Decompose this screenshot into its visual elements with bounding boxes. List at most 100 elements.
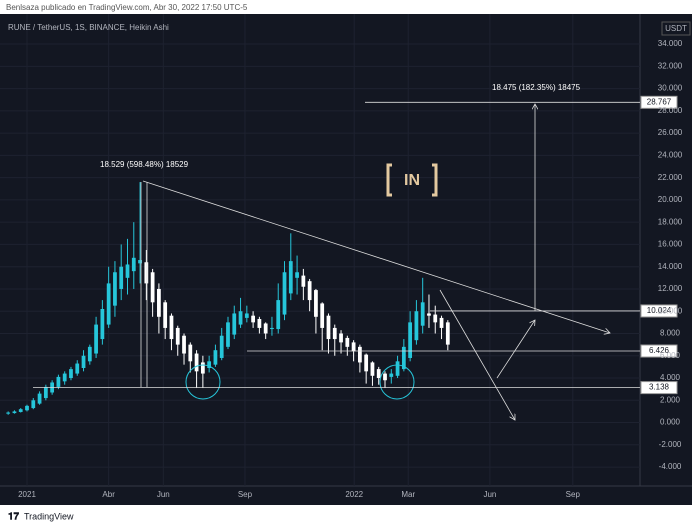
y-tick-label: 32.000: [658, 61, 683, 70]
y-tick-label: 2.000: [660, 395, 681, 404]
y-tick-label: 30.000: [658, 84, 683, 93]
candle-body: [125, 264, 130, 278]
candle-body: [339, 333, 343, 343]
y-tick-label: 0.000: [660, 418, 681, 427]
projection-arrow: [439, 289, 515, 420]
y-tick-label: 34.000: [658, 39, 683, 48]
candle-body: [389, 373, 394, 377]
candle-body: [370, 362, 375, 376]
x-tick-label: 2022: [345, 490, 363, 499]
y-tick-label: 14.000: [658, 262, 683, 271]
chart-bg: [0, 14, 692, 505]
candle-body: [75, 363, 80, 374]
candle-body: [100, 309, 105, 340]
x-tick-label: Sep: [566, 490, 581, 499]
y-tick-label: 4.000: [660, 373, 681, 382]
tv-logo: 𝟏𝟕: [8, 512, 20, 523]
y-tick-label: -4.000: [659, 462, 682, 471]
projection-arrow: [496, 320, 535, 379]
candle-body: [144, 262, 149, 284]
candle-body: [194, 353, 199, 372]
y-tick-label: 10.000: [658, 306, 683, 315]
candle-body: [150, 272, 155, 303]
candle-body: [420, 302, 425, 326]
level-label: 6.426: [649, 346, 670, 355]
level-box: [640, 344, 678, 358]
candle-body: [383, 373, 387, 381]
candle-body: [69, 369, 73, 379]
candle-body: [251, 315, 255, 323]
annotation: 18.475 (182.35%) 18475: [492, 83, 581, 92]
level-label: 28.767: [647, 97, 672, 106]
candle-body: [364, 354, 369, 372]
candle-body: [307, 281, 312, 301]
highlight-circle: [185, 364, 221, 400]
candle-body: [408, 322, 413, 358]
highlight-circle: [379, 364, 415, 400]
y-tick-label: 24.000: [658, 150, 683, 159]
y-tick-label: 12.000: [658, 284, 683, 293]
candle-body: [113, 272, 117, 306]
candle-body: [119, 266, 124, 289]
level-box: [640, 381, 678, 395]
candle-body: [138, 260, 142, 264]
annotation: 18.529 (598.48%) 18529: [100, 160, 189, 169]
candle-body: [345, 337, 350, 347]
candle-body: [433, 314, 438, 323]
y-tick-label: 8.000: [660, 329, 681, 338]
level-label: 3.138: [649, 383, 670, 392]
level-box: [640, 304, 678, 318]
candle-body: [31, 400, 36, 409]
watermark: IN: [386, 163, 438, 197]
candle-body: [439, 317, 444, 328]
candle-body: [62, 373, 67, 382]
candle-body: [376, 369, 381, 379]
candle-body: [232, 313, 237, 335]
candle-body: [169, 315, 174, 340]
y-tick-label: 28.000: [658, 106, 683, 115]
candle-body: [12, 411, 17, 414]
currency: USDT: [665, 24, 687, 33]
candle-body: [238, 311, 243, 325]
candle-body: [332, 327, 337, 340]
currency-box: [661, 21, 691, 36]
candle-body: [94, 324, 98, 354]
candle-body: [401, 346, 406, 370]
candle-body: [131, 257, 136, 272]
candle-body: [43, 386, 48, 399]
candle-body: [106, 283, 111, 325]
chart-title: RUNE / TetherUS, 1S, BINANCE, Heikin Ash…: [8, 23, 169, 32]
candle-body: [207, 361, 212, 368]
candle-body: [175, 327, 180, 345]
level-box: [640, 95, 678, 109]
candle-body: [213, 350, 218, 365]
publish-info: Benlsaza publicado en TradingView.com, A…: [6, 3, 248, 12]
candle-body: [351, 342, 356, 352]
candle-body: [357, 346, 362, 363]
candle-body: [301, 275, 306, 287]
x-tick-label: Jun: [483, 490, 496, 499]
y-tick-label: 26.000: [658, 128, 683, 137]
candle-body: [244, 313, 249, 318]
candle-body: [81, 355, 86, 368]
x-tick-label: Abr: [102, 490, 115, 499]
footer-bg: [0, 505, 692, 530]
candle-body: [219, 335, 224, 358]
footer-brand: TradingView: [24, 511, 74, 521]
candle-body: [37, 393, 42, 404]
candle-body: [314, 290, 318, 317]
candle-body: [25, 405, 29, 411]
candle-body: [18, 409, 23, 412]
x-tick-label: Jun: [157, 490, 170, 499]
candle-body: [414, 311, 419, 341]
candle-body: [163, 302, 168, 328]
candle-body: [276, 300, 281, 330]
watermark-text: IN: [404, 172, 420, 189]
candle-body: [326, 315, 331, 340]
candle-body: [6, 412, 11, 414]
candle-body: [87, 346, 92, 362]
y-tick-label: 16.000: [658, 240, 683, 249]
candle-body: [295, 272, 299, 278]
candle-body: [282, 272, 287, 315]
